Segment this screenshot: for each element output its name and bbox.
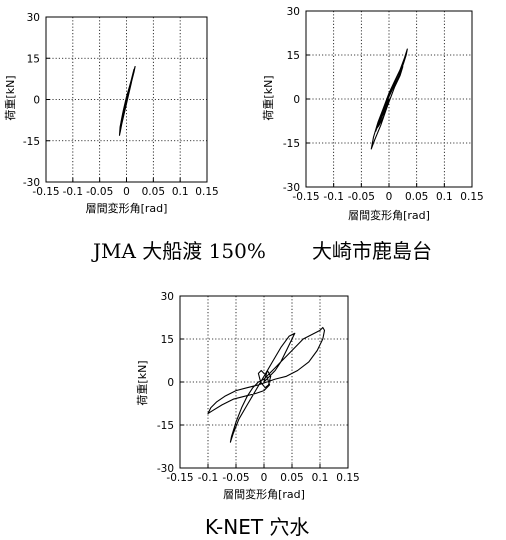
plot2-xtick-label-5: 0.1 xyxy=(436,191,453,203)
plot2-ylabel: 荷重[kN] xyxy=(261,75,275,120)
plot2-xtick-label-2: -0.05 xyxy=(348,191,375,203)
plot1-xtick-label-5: 0.1 xyxy=(172,186,189,198)
plot2-xtick-label-6: 0.15 xyxy=(460,191,483,203)
plot2-xtick-label-3: 0 xyxy=(386,191,393,203)
plot3-xtick-label-1: -0.1 xyxy=(198,472,219,484)
plot3-ytick-label-3: -15 xyxy=(157,420,174,432)
plot3-xtick-label-4: 0.05 xyxy=(280,472,303,484)
caption-osaki-kashimadai: 大崎市鹿島台 xyxy=(312,239,432,263)
plot3-xtick-label-6: 0.15 xyxy=(336,472,359,484)
caption-jma-ofunato: JMA 大船渡 150% xyxy=(93,239,266,263)
plot2-xtick-label-0: -0.15 xyxy=(292,191,319,203)
plot2-xtick-label-1: -0.1 xyxy=(323,191,344,203)
plot1-xtick-label-1: -0.1 xyxy=(63,186,84,198)
plot3-xtick-label-2: -0.05 xyxy=(222,472,249,484)
plot1-xlabel: 層間変形角[rad] xyxy=(86,201,168,215)
plot1-xtick-label-6: 0.15 xyxy=(195,186,218,198)
plot1-xtick-label-0: -0.15 xyxy=(32,186,59,198)
plot3-ytick-label-2: 0 xyxy=(167,377,174,389)
caption-knet-anamizu: K-NET 穴水 xyxy=(205,515,310,539)
plot3-ytick-label-0: 30 xyxy=(161,291,174,303)
plot1-ytick-label-4: -30 xyxy=(23,177,40,189)
plot2-hysteresis-curve-0 xyxy=(370,48,408,150)
plot1-ytick-label-0: 30 xyxy=(27,12,40,24)
plot3-xtick-label-3: 0 xyxy=(261,472,268,484)
plot2-xlabel: 層間変形角[rad] xyxy=(348,208,430,222)
plot1-ytick-label-1: 15 xyxy=(27,53,40,65)
plot1-ytick-label-3: -15 xyxy=(23,136,40,148)
plot3-hysteresis-curve-0 xyxy=(207,326,326,443)
plot1-xtick-label-3: 0 xyxy=(123,186,130,198)
plot3-ytick-label-4: -30 xyxy=(157,463,174,475)
plot1-ytick-label-2: 0 xyxy=(33,95,40,107)
plot1-hysteresis-curve-0 xyxy=(118,65,136,136)
plot2-ytick-label-0: 30 xyxy=(287,6,300,18)
plot2-xtick-label-4: 0.05 xyxy=(405,191,428,203)
plot3-xtick-label-0: -0.15 xyxy=(166,472,193,484)
plot1-xtick-label-2: -0.05 xyxy=(86,186,113,198)
plot2-ytick-label-2: 0 xyxy=(293,94,300,106)
plot3-ytick-label-1: 15 xyxy=(161,334,174,346)
plot1-xtick-label-4: 0.05 xyxy=(142,186,165,198)
plot1-ylabel: 荷重[kN] xyxy=(3,75,17,120)
plot3-xtick-label-5: 0.1 xyxy=(312,472,329,484)
plot3-ylabel: 荷重[kN] xyxy=(135,360,149,405)
plot3-xlabel: 層間変形角[rad] xyxy=(223,487,305,501)
plot2-ytick-label-3: -15 xyxy=(283,138,300,150)
plot2-ytick-label-4: -30 xyxy=(283,182,300,194)
plot2-ytick-label-1: 15 xyxy=(287,50,300,62)
